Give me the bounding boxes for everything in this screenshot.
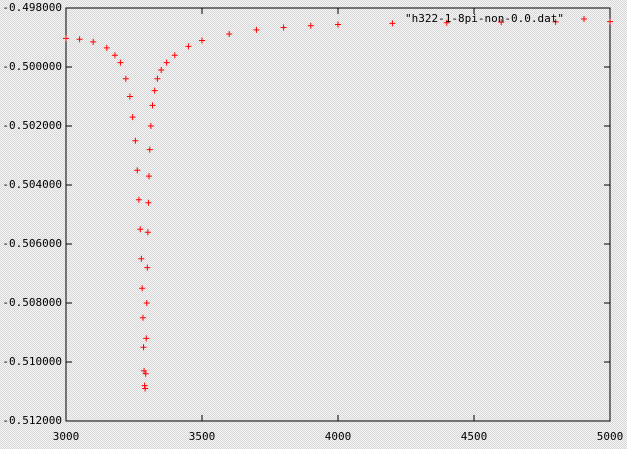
point: [226, 30, 233, 37]
point: [307, 22, 314, 29]
point: [443, 19, 450, 26]
point: [280, 24, 287, 31]
legend-marker: [581, 16, 587, 22]
point: [145, 199, 152, 206]
x-tick-label: 4000: [325, 430, 352, 443]
point: [135, 196, 142, 203]
point: [498, 19, 505, 26]
point: [389, 20, 396, 27]
point: [139, 314, 146, 321]
point: [138, 255, 145, 262]
point: [111, 52, 118, 59]
y-tick-label: -0.506000: [2, 237, 62, 250]
point: [144, 264, 151, 271]
y-tick-label: -0.500000: [2, 60, 62, 73]
point: [117, 59, 124, 66]
point: [158, 66, 165, 73]
y-tick-label: -0.510000: [2, 355, 62, 368]
point: [76, 36, 83, 43]
point: [146, 146, 153, 153]
x-tick-label: 4500: [461, 430, 488, 443]
point: [147, 123, 154, 129]
point: [171, 52, 178, 59]
point: [134, 167, 141, 174]
point: [143, 335, 150, 342]
point: [141, 382, 148, 389]
point: [142, 385, 149, 392]
point: [90, 38, 97, 45]
y-tick-label: -0.502000: [2, 119, 62, 132]
y-tick-label: -0.498000: [2, 1, 62, 14]
point: [151, 87, 158, 94]
point: [185, 43, 192, 50]
point: [607, 18, 613, 25]
y-tick-label: -0.504000: [2, 178, 62, 191]
point: [253, 26, 260, 33]
legend-label: "h322-1-8pi-non-0.0.dat": [405, 12, 564, 25]
point: [122, 75, 129, 82]
point: [143, 300, 150, 306]
point: [63, 35, 69, 42]
point: [154, 75, 161, 82]
x-tick-label: 3000: [53, 430, 80, 443]
point: [163, 59, 170, 66]
point: [335, 21, 341, 28]
x-tick-label: 5000: [597, 430, 624, 443]
y-tick-label: -0.508000: [2, 296, 62, 309]
point: [145, 173, 152, 180]
point: [552, 18, 559, 25]
point: [137, 226, 144, 233]
point: [199, 37, 205, 44]
point: [142, 370, 149, 377]
point: [144, 229, 151, 236]
x-tick-label: 3500: [189, 430, 216, 443]
point: [139, 285, 146, 292]
point: [140, 344, 147, 351]
point: [132, 137, 139, 144]
point: [149, 102, 156, 109]
point: [129, 114, 136, 121]
point: [103, 44, 110, 51]
point: [126, 93, 133, 100]
y-tick-label: -0.512000: [2, 414, 62, 427]
